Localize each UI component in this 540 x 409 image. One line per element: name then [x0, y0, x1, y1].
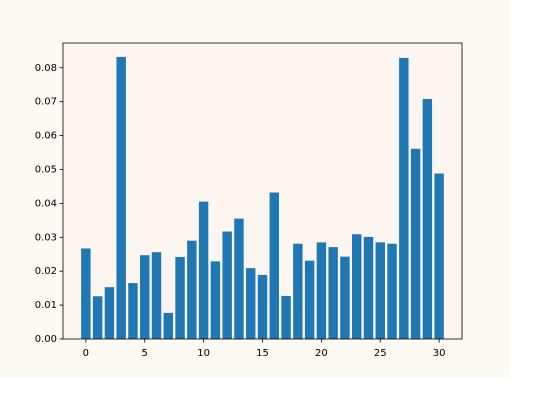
bar	[352, 234, 362, 339]
x-tick-label: 0	[83, 348, 89, 359]
bar	[175, 256, 185, 339]
bar	[410, 148, 421, 339]
marks	[81, 56, 444, 340]
bar	[81, 248, 91, 339]
bar	[116, 56, 126, 339]
y-tick-label: 0.03	[35, 232, 57, 243]
x-tick-label: 25	[374, 348, 387, 359]
bar	[140, 255, 150, 339]
bar	[187, 240, 197, 339]
y-tick-label: 0.01	[35, 300, 57, 311]
bar	[257, 274, 268, 339]
y-tick-label: 0.05	[35, 164, 57, 175]
bar	[422, 98, 433, 340]
bar	[387, 243, 397, 339]
y-tick-label: 0.04	[35, 198, 57, 209]
bar	[198, 201, 209, 339]
bar	[363, 236, 374, 339]
bar	[92, 296, 103, 339]
bar	[151, 252, 162, 339]
bar	[434, 173, 444, 339]
bar	[222, 231, 232, 339]
x-tick-label: 15	[256, 348, 269, 359]
bar	[269, 192, 279, 339]
bar	[246, 268, 256, 339]
x-tick-label: 5	[142, 348, 148, 359]
bar	[340, 256, 350, 339]
x-tick-label: 30	[433, 348, 446, 359]
x-tick-label: 20	[315, 348, 328, 359]
bar	[128, 283, 138, 339]
bar	[399, 57, 409, 339]
bar	[328, 247, 338, 339]
bar	[234, 218, 244, 339]
bar	[210, 261, 221, 339]
y-tick-label: 0.06	[35, 131, 57, 142]
bar	[163, 312, 173, 339]
y-tick-label: 0.02	[35, 266, 57, 277]
y-tick-label: 0.07	[35, 97, 57, 108]
x-tick-label: 10	[197, 348, 210, 359]
y-tick-label: 0.00	[35, 334, 57, 345]
bar	[104, 287, 115, 339]
y-tick-label: 0.08	[35, 63, 57, 74]
bar	[304, 260, 315, 339]
bar	[375, 242, 385, 339]
bar	[281, 295, 291, 339]
bar	[316, 242, 327, 339]
bar	[293, 243, 303, 339]
